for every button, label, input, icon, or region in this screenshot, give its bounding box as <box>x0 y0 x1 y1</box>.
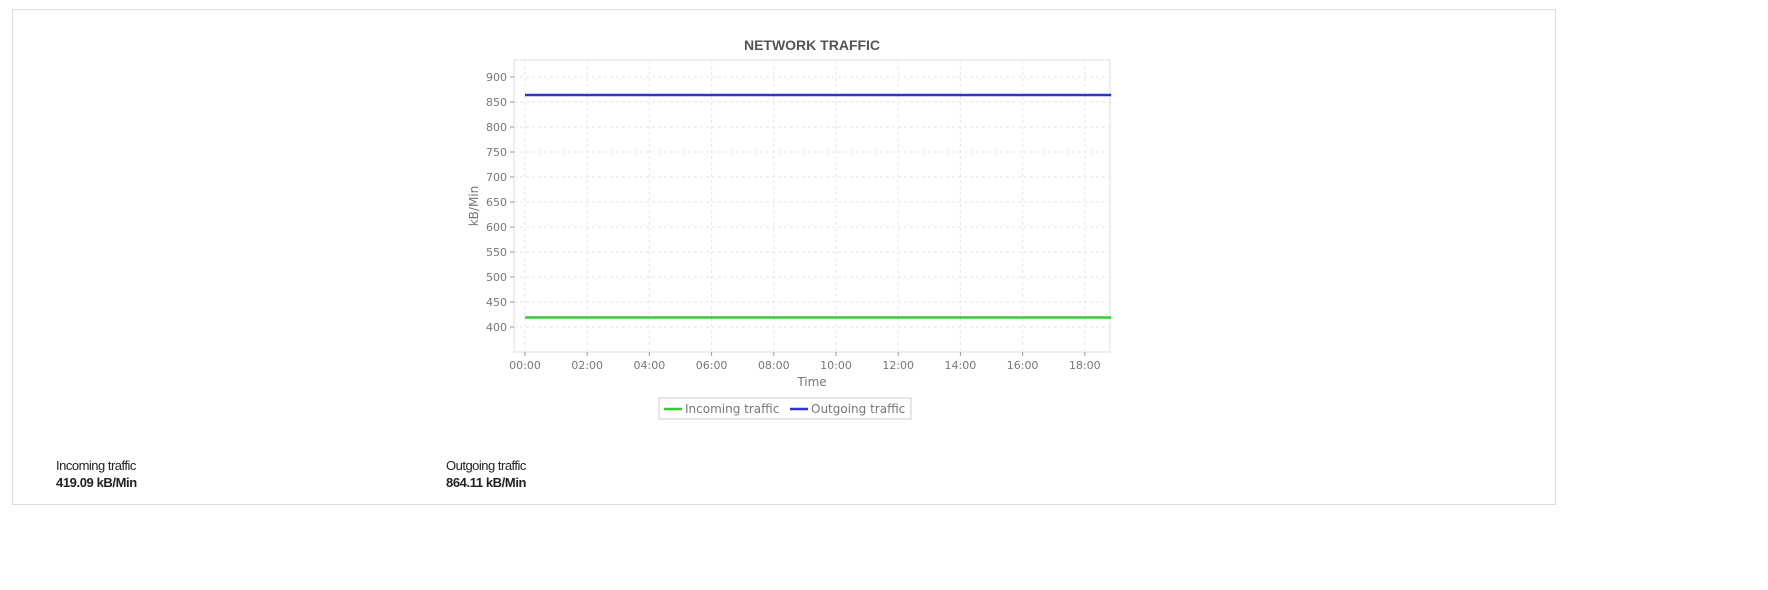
y-tick-label: 750 <box>486 146 507 159</box>
y-tick-label: 900 <box>486 71 507 84</box>
x-tick-label: 10:00 <box>820 359 852 372</box>
y-tick-label: 550 <box>486 246 507 259</box>
x-tick-label: 08:00 <box>758 359 790 372</box>
y-tick-label: 850 <box>486 96 507 109</box>
stat-value: 864.11 kB/Min <box>446 475 527 490</box>
plot-area <box>513 59 1111 353</box>
y-tick-label: 400 <box>486 321 507 334</box>
stat-value: 419.09 kB/Min <box>56 475 137 490</box>
x-tick-label: 14:00 <box>945 359 977 372</box>
x-tick-label: 16:00 <box>1007 359 1039 372</box>
x-axis-label: Time <box>796 375 826 389</box>
outgoing-traffic-stat: Outgoing traffic 864.11 kB/Min <box>446 458 526 490</box>
y-tick-label: 450 <box>486 296 507 309</box>
incoming-traffic-stat: Incoming traffic 419.09 kB/Min <box>56 458 137 490</box>
y-tick-label: 800 <box>486 121 507 134</box>
y-axis-label: kB/Min <box>467 186 481 227</box>
chart-title: NETWORK TRAFFIC <box>744 37 880 53</box>
x-tick-label: 04:00 <box>634 359 666 372</box>
x-tick-label: 02:00 <box>571 359 603 372</box>
y-tick-label: 500 <box>486 271 507 284</box>
y-tick-label: 600 <box>486 221 507 234</box>
x-tick-label: 00:00 <box>509 359 541 372</box>
x-tick-label: 18:00 <box>1069 359 1101 372</box>
legend <box>658 397 912 420</box>
legend-label: Outgoing traffic <box>811 402 905 416</box>
network-traffic-panel <box>12 9 1556 505</box>
x-tick-label: 06:00 <box>696 359 728 372</box>
stat-label: Incoming traffic <box>56 458 136 473</box>
y-tick-label: 650 <box>486 196 507 209</box>
x-tick-label: 12:00 <box>882 359 914 372</box>
legend-label: Incoming traffic <box>685 402 779 416</box>
stat-label: Outgoing traffic <box>446 458 526 473</box>
y-tick-label: 700 <box>486 171 507 184</box>
